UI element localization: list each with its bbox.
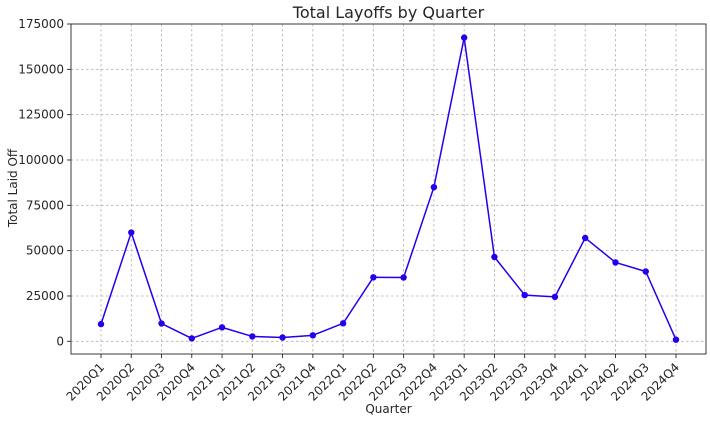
y-tick-label: 50000 [26,244,64,258]
data-point [491,253,498,261]
data-point [128,229,135,236]
data-point [158,320,165,327]
data-point [188,335,195,342]
y-tick-label: 100000 [18,153,64,167]
data-point [279,334,286,341]
y-tick-label: 125000 [18,108,64,122]
data-point [582,234,589,242]
y-tick-label: 175000 [18,17,64,31]
y-axis-title: Total Laid Off [6,148,20,228]
data-point [521,291,528,299]
y-tick-label: 25000 [26,289,64,303]
data-point [218,324,226,331]
data-point [249,333,256,340]
y-tick-label: 75000 [26,198,64,212]
y-axis-ticks: 0 25000 50000 75000 100000 125000 150000 175000 [18,17,71,348]
x-axis-ticks: 2020Q12020Q22020Q32020Q42021Q12021Q22021… [64,354,682,404]
y-tick-label: 150000 [18,62,64,76]
data-point [97,320,105,328]
data-point [460,34,468,41]
data-point [612,259,619,266]
data-point [309,332,317,339]
plot-frame [70,23,707,355]
series-layer [97,34,680,343]
data-point [672,336,680,343]
series-line [100,36,677,340]
grid-lines [71,23,706,354]
data-point [339,320,347,327]
data-point [551,293,559,301]
axes [70,23,707,355]
chart-title: Total Layoffs by Quarter [292,3,485,22]
data-point [370,274,377,281]
data-point [400,274,407,281]
data-point [430,183,438,191]
x-axis-title: Quarter [365,402,411,416]
y-tick-label: 0 [56,334,64,348]
data-point [642,268,649,275]
